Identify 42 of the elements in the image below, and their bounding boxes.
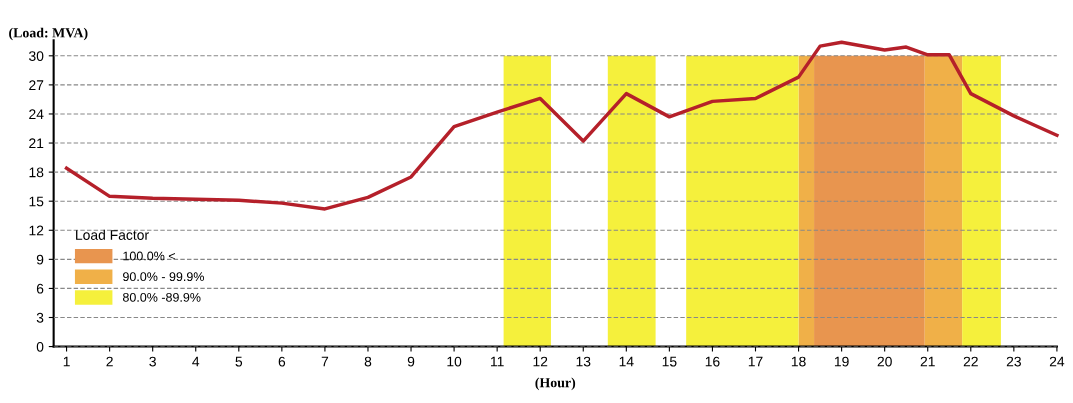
legend-label: 100.0% < bbox=[123, 251, 175, 261]
x-tick-label: 2 bbox=[106, 356, 113, 367]
x-tick-label: 4 bbox=[192, 356, 200, 367]
x-tick-label: 21 bbox=[920, 356, 935, 367]
x-tick-label: 24 bbox=[1049, 356, 1065, 367]
x-tick-label: 11 bbox=[491, 356, 504, 367]
x-tick-label: 1 bbox=[63, 356, 70, 367]
y-tick-label: 9 bbox=[36, 254, 44, 265]
y-tick-label: 15 bbox=[29, 196, 44, 207]
x-tick-label: 3 bbox=[149, 356, 156, 367]
x-tick-label: 16 bbox=[705, 356, 720, 367]
x-tick-label: 13 bbox=[576, 356, 591, 367]
y-axis-title: (Load: MVA) bbox=[9, 27, 88, 41]
y-tick-label: 6 bbox=[36, 283, 44, 294]
x-tick-label: 5 bbox=[235, 356, 243, 367]
y-tick-label: 0 bbox=[36, 341, 44, 352]
y-tick-label: 21 bbox=[29, 138, 44, 149]
legend-label: 90.0% - 99.9% bbox=[123, 272, 204, 282]
y-tick-label: 18 bbox=[29, 167, 44, 178]
y-tick-label: 24 bbox=[29, 109, 44, 119]
line-series bbox=[64, 40, 1059, 211]
y-tick-label: 12 bbox=[29, 225, 44, 236]
x-tick-label: 23 bbox=[1006, 356, 1021, 367]
x-tick-label: 9 bbox=[407, 356, 415, 367]
y-tick-label: 30 bbox=[29, 51, 44, 61]
legend-label: 80.0% -89.9% bbox=[122, 292, 201, 302]
x-tick-label: 20 bbox=[877, 356, 892, 367]
x-tick-label: 22 bbox=[963, 356, 978, 367]
x-tick-label: 19 bbox=[834, 356, 849, 367]
x-tick-label: 10 bbox=[447, 356, 462, 367]
x-tick-label: 7 bbox=[321, 356, 329, 367]
legend-title: Load Factor bbox=[76, 229, 149, 240]
x-tick-label: 15 bbox=[662, 356, 677, 367]
x-tick-label: 8 bbox=[364, 356, 372, 367]
x-axis-title: (Hour) bbox=[535, 377, 576, 391]
y-tick-label: 3 bbox=[36, 312, 44, 323]
x-tick-label: 12 bbox=[533, 356, 548, 367]
x-tick-label: 17 bbox=[748, 356, 763, 367]
y-tick-label: 27 bbox=[29, 80, 44, 90]
x-tick-label: 14 bbox=[619, 356, 634, 367]
x-tick-label: 18 bbox=[791, 356, 806, 367]
x-tick-label: 6 bbox=[278, 356, 286, 367]
